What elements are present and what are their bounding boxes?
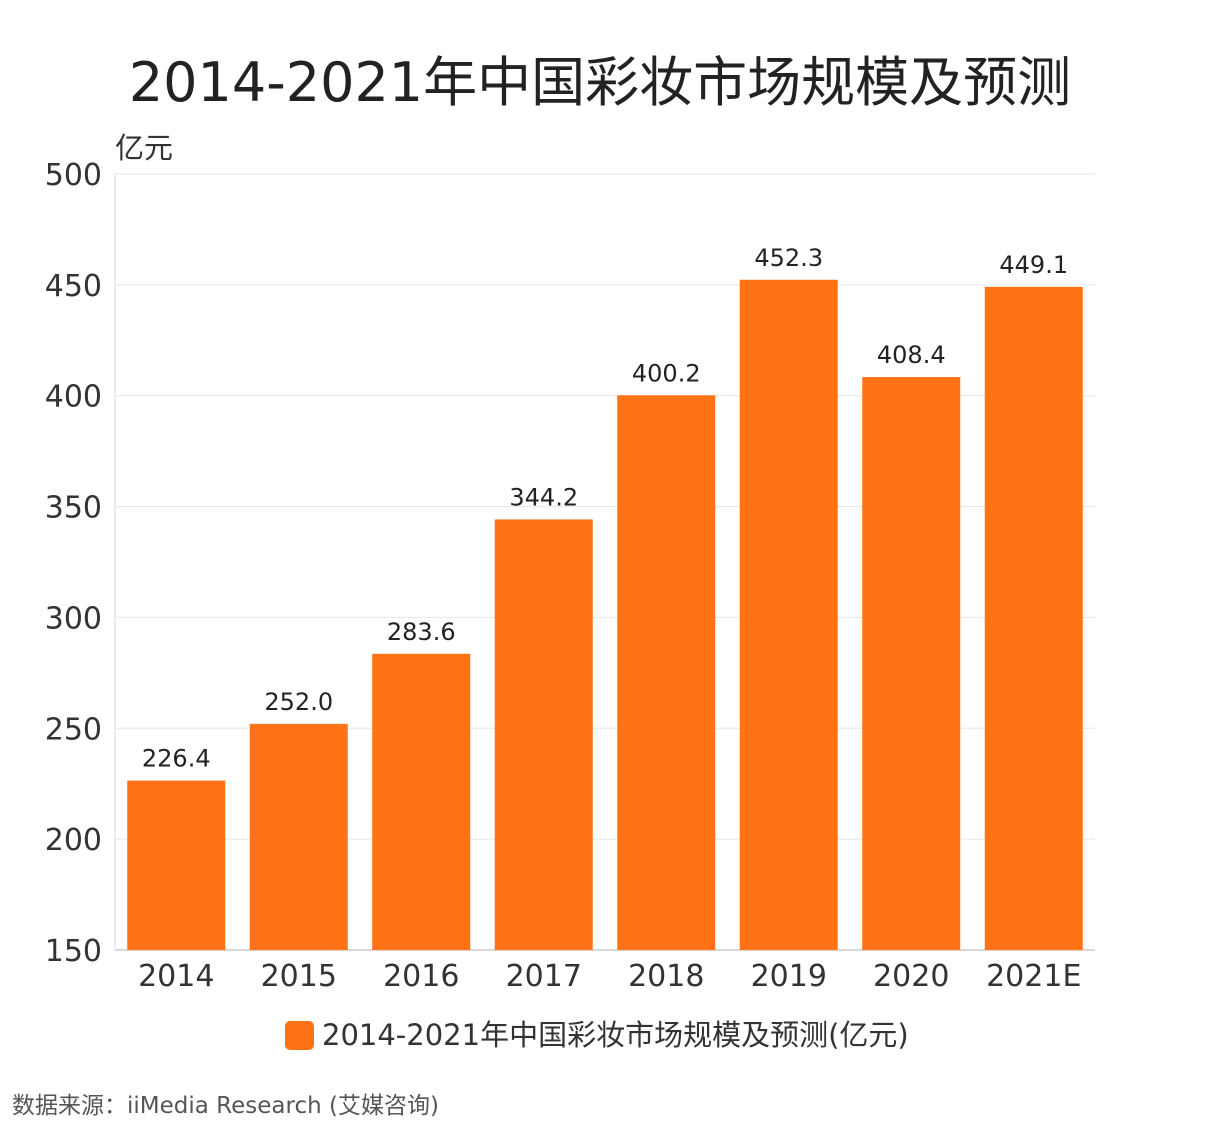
y-tick-label: 300: [45, 601, 102, 636]
y-axis-label: 亿元: [115, 131, 173, 165]
bar-2014: [127, 780, 226, 950]
bar-2018: [617, 395, 716, 950]
y-tick-label: 400: [45, 380, 102, 415]
bar-value-label: 449.1: [999, 251, 1068, 279]
legend-label: 2014-2021年中国彩妆市场规模及预测(亿元): [322, 1018, 909, 1052]
bar-2017: [494, 519, 593, 950]
x-tick-label: 2021E: [986, 959, 1081, 994]
bar-2021E: [984, 286, 1083, 951]
x-tick-label: 2018: [628, 959, 704, 994]
bar-2015: [249, 723, 348, 950]
bar-2016: [372, 653, 471, 950]
bar-value-label: 400.2: [632, 359, 701, 387]
legend-swatch: [285, 1021, 314, 1050]
data-source: 数据来源：iiMedia Research (艾媒咨询): [12, 1093, 439, 1119]
x-tick-label: 2020: [873, 959, 949, 994]
x-tick-label: 2016: [383, 959, 459, 994]
y-tick-label: 200: [45, 823, 102, 858]
bar-2020: [862, 377, 961, 950]
bar-value-label: 283.6: [387, 618, 456, 646]
x-tick-label: 2019: [751, 959, 827, 994]
y-tick-label: 500: [45, 158, 102, 193]
y-tick-label: 150: [45, 934, 102, 969]
x-tick-label: 2017: [506, 959, 582, 994]
bar-value-label: 344.2: [509, 483, 578, 511]
y-tick-label: 350: [45, 491, 102, 526]
bar-value-label: 452.3: [754, 244, 823, 272]
chart-title: 2014-2021年中国彩妆市场规模及预测: [128, 51, 1072, 114]
y-tick-label: 450: [45, 269, 102, 304]
x-tick-label: 2015: [261, 959, 337, 994]
bar-value-label: 408.4: [877, 341, 946, 369]
y-tick-label: 250: [45, 712, 102, 747]
bar-value-label: 252.0: [264, 688, 333, 716]
bar-value-label: 226.4: [142, 745, 211, 773]
bar-2019: [739, 279, 838, 951]
x-tick-label: 2014: [138, 959, 214, 994]
